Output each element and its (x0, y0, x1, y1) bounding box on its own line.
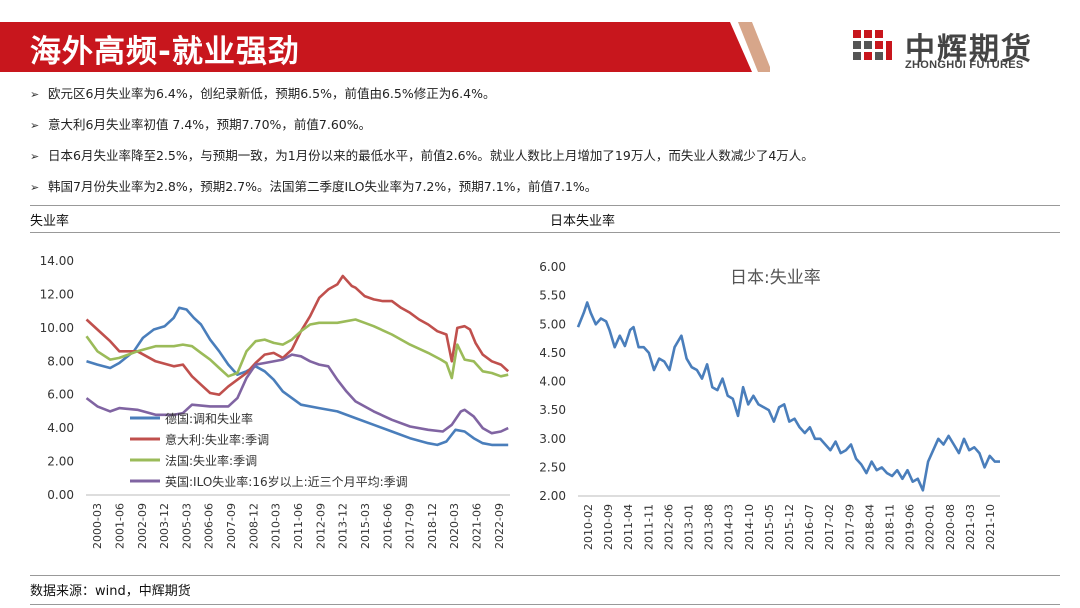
x-tick-label: 2013-01 (683, 504, 696, 550)
x-tick-label: 2006-06 (203, 503, 216, 549)
divider-mid (30, 232, 1060, 233)
x-tick-label: 2017-09 (843, 504, 856, 550)
data-source: 数据来源：wind，中辉期货 (30, 584, 191, 599)
bullet-item: ➢ 欧元区6月失业率为6.4%，创纪录新低，预期6.5%，前值由6.5%修正为6.… (30, 84, 1060, 115)
x-tick-label: 2018-11 (883, 504, 896, 550)
arrow-icon: ➢ (30, 88, 40, 101)
arrow-icon: ➢ (30, 119, 40, 132)
y-tick-label: 12.00 (40, 287, 74, 301)
x-tick-label: 2002-09 (136, 503, 149, 549)
right-section-label: 日本失业率 (550, 214, 616, 229)
x-tick-label: 2003-12 (158, 503, 171, 549)
bullet-text: 日本6月失业率降至2.5%，与预期一致，为1月份以来的最低水平，前值2.6%。就… (48, 148, 814, 163)
chart-japan-unemployment: 2.00 2.50 3.00 3.50 4.00 4.50 5.00 5.50 6.00 2010… (540, 260, 1000, 550)
x-tick-label: 2019-06 (904, 504, 917, 550)
x-tick-label: 2022-09 (493, 503, 506, 549)
x-tick-label: 2014-03 (723, 504, 736, 550)
x-tick-label: 2015-12 (783, 504, 796, 550)
x-tick-label: 2007-09 (225, 503, 238, 549)
x-tick-label: 2017-09 (404, 503, 417, 549)
x-tick-label: 2012-09 (314, 503, 327, 549)
bullet-text: 意大利6月失业率初值 7.4%，预期7.70%，前值7.60%。 (48, 117, 372, 132)
legend-label: 意大利:失业率:季调 (165, 432, 269, 447)
arrow-icon: ➢ (30, 181, 40, 194)
x-tick-label: 2010-02 (582, 504, 595, 550)
x-tick-label: 2021-10 (984, 504, 997, 550)
x-tick-label: 2021-06 (471, 503, 484, 549)
title-band-stripe (738, 22, 770, 72)
y-tick-label: 4.50 (540, 346, 566, 360)
bullet-text: 欧元区6月失业率为6.4%，创纪录新低，预期6.5%，前值由6.5%修正为6.4… (48, 86, 496, 101)
x-tick-label: 2013-08 (703, 504, 716, 550)
arrow-icon: ➢ (30, 150, 40, 163)
y-tick-label: 6.00 (47, 388, 74, 402)
x-tick-label: 2011-06 (292, 503, 305, 549)
series-line (86, 306, 509, 447)
y-tick-label: 5.50 (540, 289, 566, 303)
y-tick-label: 2.00 (540, 489, 566, 503)
x-tick-label: 2020-03 (448, 503, 461, 549)
x-tick-label: 2010-09 (602, 504, 615, 550)
y-tick-label: 4.00 (47, 421, 74, 435)
logo-text-cn: 中辉期货 (905, 32, 1033, 67)
y-tick-label: 14.00 (40, 254, 74, 268)
x-tick-label: 2018-12 (426, 503, 439, 549)
company-logo-icon (853, 30, 892, 60)
divider-footer (30, 604, 1060, 605)
x-tick-label: 2017-02 (823, 504, 836, 550)
y-tick-label: 3.50 (540, 403, 566, 417)
x-tick-label: 2016-07 (803, 504, 816, 550)
x-tick-label: 2015-03 (359, 503, 372, 549)
bullet-item: ➢ 日本6月失业率降至2.5%，与预期一致，为1月份以来的最低水平，前值2.6%。… (30, 146, 1060, 177)
x-tick-label: 2014-10 (743, 504, 756, 550)
x-tick-label: 2005-03 (180, 503, 193, 549)
x-tick-label: 2018-04 (863, 504, 876, 550)
bullet-item: ➢ 意大利6月失业率初值 7.4%，预期7.70%，前值7.60%。 (30, 115, 1060, 146)
x-tick-label: 2010-03 (270, 503, 283, 549)
y-tick-label: 10.00 (40, 321, 74, 335)
x-tick-label: 2001-06 (113, 503, 126, 549)
logo-text-en: ZHONGHUI FUTURES (905, 59, 1024, 71)
y-tick-label: 6.00 (540, 260, 566, 274)
series-line (85, 274, 510, 396)
series-line (576, 301, 1000, 492)
left-section-label: 失业率 (30, 214, 70, 229)
x-tick-label: 2012-06 (662, 504, 675, 550)
x-tick-label: 2020-08 (944, 504, 957, 550)
legend-label: 法国:失业率:季调 (165, 453, 257, 468)
chart-title: 日本:失业率 (730, 268, 821, 288)
legend-label: 德国:调和失业率 (165, 411, 253, 426)
x-tick-label: 2020-01 (924, 504, 937, 550)
bullet-text: 韩国7月份失业率为2.8%，预期2.7%。法国第二季度ILO失业率为7.2%，预… (48, 179, 598, 194)
x-tick-label: 2015-05 (763, 504, 776, 550)
x-tick-label: 2000-03 (91, 503, 104, 549)
x-tick-label: 2013-12 (337, 503, 350, 549)
x-tick-label: 2008-12 (247, 503, 260, 549)
divider-bottom (30, 575, 1060, 576)
divider-top (30, 205, 1060, 206)
y-tick-label: 2.50 (540, 460, 566, 474)
title-band-red (0, 22, 752, 72)
series-line (85, 353, 509, 435)
x-tick-label: 2021-03 (964, 504, 977, 550)
page-title: 海外高频-就业强劲 (30, 34, 300, 70)
x-tick-label: 2016-06 (381, 503, 394, 549)
chart-unemployment-multi: 0.00 2.00 4.00 6.00 8.00 10.00 12.00 14.00 2000-… (40, 254, 510, 549)
y-tick-label: 5.00 (540, 317, 566, 331)
y-tick-label: 3.00 (540, 432, 566, 446)
x-tick-label: 2011-11 (642, 504, 655, 550)
x-tick-label: 2011-04 (622, 504, 635, 550)
title-band (0, 22, 770, 72)
bullet-item: ➢ 韩国7月份失业率为2.8%，预期2.7%。法国第二季度ILO失业率为7.2%，… (30, 177, 1060, 208)
legend-label: 英国:ILO失业率:16岁以上:近三个月平均:季调 (165, 474, 408, 489)
y-tick-label: 2.00 (47, 455, 74, 469)
y-tick-label: 4.00 (540, 375, 566, 389)
y-tick-label: 0.00 (47, 488, 74, 502)
bullet-list: ➢ 欧元区6月失业率为6.4%，创纪录新低，预期6.5%，前值由6.5%修正为6.… (30, 84, 1060, 208)
y-tick-label: 8.00 (47, 354, 74, 368)
series-line (85, 318, 509, 380)
